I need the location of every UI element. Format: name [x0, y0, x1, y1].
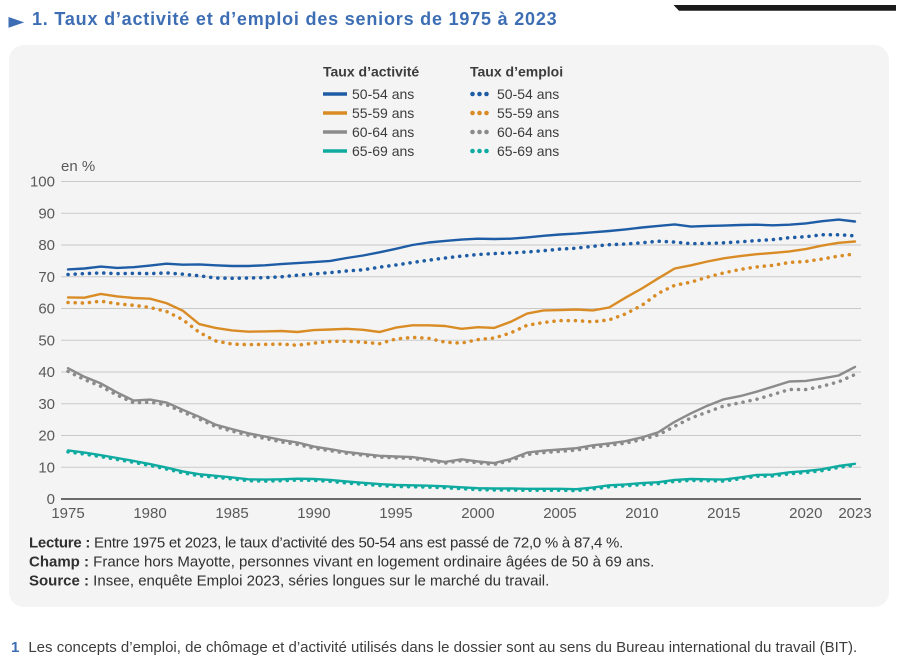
- svg-text:Lecture : Entre 1975 et 2023,: Lecture : Entre 1975 et 2023, le taux d’…: [29, 535, 623, 552]
- svg-text:2020: 2020: [789, 505, 822, 522]
- svg-text:1990: 1990: [297, 505, 330, 522]
- svg-text:55-59 ans: 55-59 ans: [352, 105, 414, 121]
- svg-text:30: 30: [38, 396, 55, 413]
- svg-text:20: 20: [38, 428, 55, 445]
- svg-text:50: 50: [38, 332, 55, 349]
- svg-text:100: 100: [30, 174, 55, 191]
- svg-text:Champ : France hors Mayotte, p: Champ : France hors Mayotte, personnes v…: [29, 554, 654, 571]
- svg-text:90: 90: [38, 205, 55, 222]
- svg-text:0: 0: [47, 491, 55, 508]
- svg-text:80: 80: [38, 237, 55, 254]
- svg-text:en %: en %: [61, 158, 95, 175]
- svg-text:2000: 2000: [461, 505, 494, 522]
- svg-text:60-64 ans: 60-64 ans: [497, 124, 559, 140]
- svg-text:50-54 ans: 50-54 ans: [497, 86, 559, 102]
- svg-text:Source : Insee, enquête Emploi: Source : Insee, enquête Emploi 2023, sér…: [29, 573, 549, 590]
- svg-text:1980: 1980: [133, 505, 166, 522]
- svg-text:2005: 2005: [543, 505, 576, 522]
- svg-text:40: 40: [38, 364, 55, 381]
- svg-text:60-64 ans: 60-64 ans: [352, 124, 414, 140]
- svg-text:70: 70: [38, 269, 55, 286]
- svg-text:65-69 ans: 65-69 ans: [497, 143, 559, 159]
- svg-text:55-59 ans: 55-59 ans: [497, 105, 559, 121]
- svg-text:50-54 ans: 50-54 ans: [352, 86, 414, 102]
- svg-text:1995: 1995: [379, 505, 412, 522]
- svg-text:2010: 2010: [625, 505, 658, 522]
- svg-text:2023: 2023: [838, 505, 871, 522]
- svg-text:65-69 ans: 65-69 ans: [352, 143, 414, 159]
- svg-text:60: 60: [38, 301, 55, 318]
- svg-text:10: 10: [38, 459, 55, 476]
- svg-text:Taux d’activité: Taux d’activité: [323, 64, 419, 80]
- svg-text:1985: 1985: [215, 505, 248, 522]
- svg-text:2015: 2015: [707, 505, 740, 522]
- svg-text:Taux d’emploi: Taux d’emploi: [470, 64, 563, 80]
- svg-text:1975: 1975: [51, 505, 84, 522]
